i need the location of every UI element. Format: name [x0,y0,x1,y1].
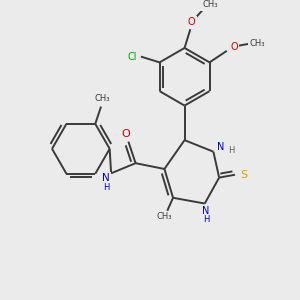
Text: H: H [103,183,109,192]
Text: CH₃: CH₃ [249,39,265,48]
Text: N: N [202,206,210,216]
Text: S: S [240,170,247,180]
Text: N: N [102,173,110,184]
Text: N: N [217,142,224,152]
Text: H: H [203,215,209,224]
Text: O: O [121,128,130,139]
Text: O: O [188,17,196,27]
Text: Cl: Cl [128,52,137,61]
Text: CH₃: CH₃ [157,212,172,221]
Text: CH₃: CH₃ [203,0,218,9]
Text: O: O [230,41,238,52]
Text: H: H [228,146,235,155]
Text: CH₃: CH₃ [95,94,110,103]
